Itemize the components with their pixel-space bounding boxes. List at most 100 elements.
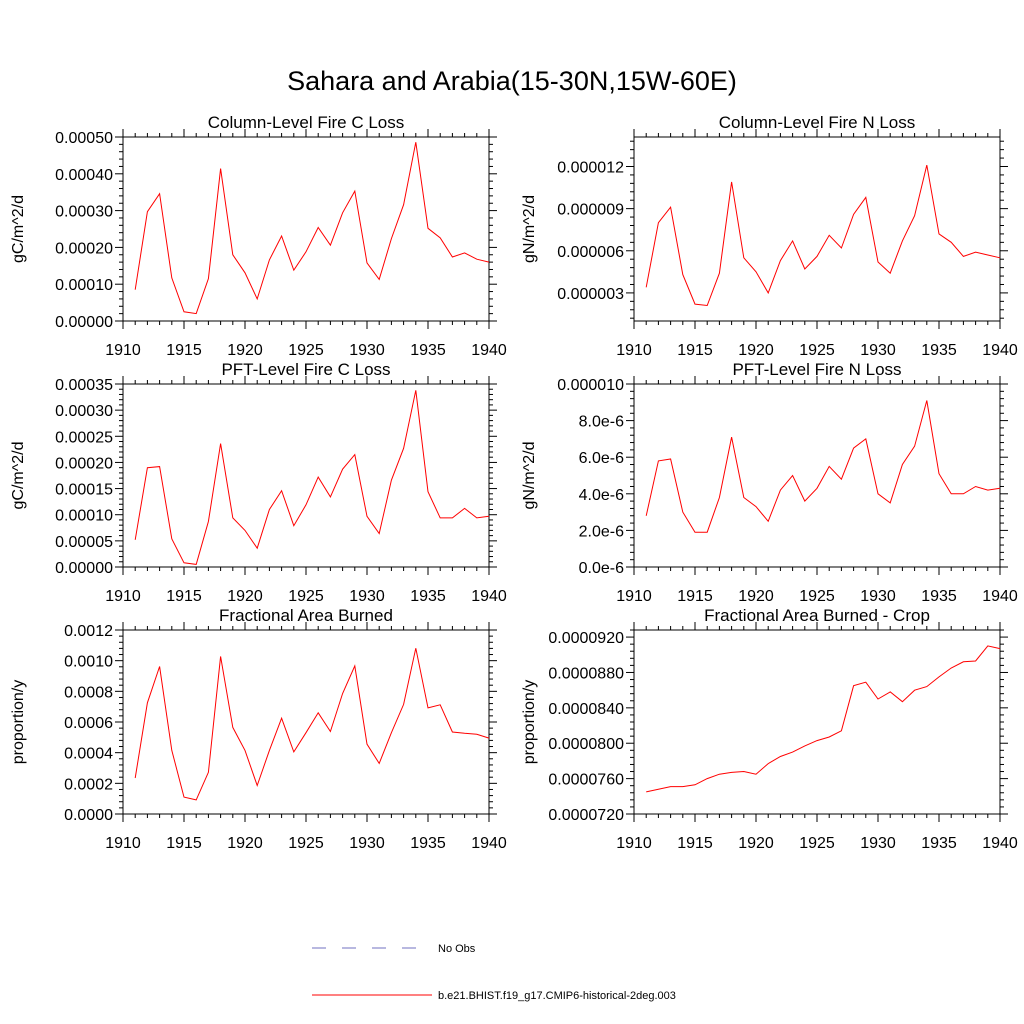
- x-tick-label: 1915: [677, 835, 713, 852]
- series-line: [645, 400, 1001, 533]
- panel-grid: Column-Level Fire C Loss gC/m^2/d 1910 1915…: [10, 113, 1018, 852]
- x-tick-label: 1925: [288, 588, 324, 605]
- chart-panel: PFT-Level Fire C Loss gC/m^2/d 1910 1915 192…: [10, 360, 507, 605]
- series-line: [134, 390, 490, 565]
- x-tick-label: 1940: [982, 588, 1018, 605]
- panel-title: Fractional Area Burned: [219, 606, 393, 625]
- chart-panel: PFT-Level Fire N Loss gN/m^2/d 1910 1915 192…: [521, 360, 1018, 605]
- x-tick-label: 1925: [799, 588, 835, 605]
- x-tick-label: 1940: [471, 588, 507, 605]
- x-tick-label: 1915: [166, 342, 202, 359]
- plot-frame: [122, 383, 490, 568]
- y-tick-label: 6.0e-6: [579, 450, 624, 467]
- series-line: [134, 142, 490, 315]
- plot-frame: [633, 383, 1001, 568]
- y-tick-label: 0.00005: [55, 534, 113, 551]
- y-tick-label: 0.00035: [55, 377, 113, 394]
- x-tick-label: 1935: [921, 588, 957, 605]
- y-tick-label: 0.000010: [557, 377, 624, 394]
- x-tick-label: 1930: [349, 342, 385, 359]
- y-axis-label: proportion/y: [521, 680, 538, 765]
- x-tick-label: 1935: [410, 342, 446, 359]
- legend-label-model: b.e21.BHIST.f19_g17.CMIP6-historical-2de…: [438, 990, 676, 1002]
- x-tick-label: 1930: [349, 835, 385, 852]
- x-tick-label: 1910: [616, 342, 652, 359]
- y-axis-label: gC/m^2/d: [10, 442, 27, 510]
- y-tick-label: 0.0000840: [548, 701, 624, 718]
- x-tick-label: 1935: [921, 835, 957, 852]
- y-tick-label: 0.00000: [55, 560, 113, 577]
- legend: No Obs b.e21.BHIST.f19_g17.CMIP6-histori…: [312, 943, 676, 1002]
- x-tick-label: 1925: [799, 342, 835, 359]
- panel-title: Fractional Area Burned - Crop: [704, 606, 930, 625]
- plot-frame: [633, 136, 1001, 322]
- y-tick-label: 0.00030: [55, 204, 113, 221]
- y-tick-label: 0.0008: [64, 684, 113, 701]
- x-tick-label: 1920: [227, 588, 263, 605]
- y-tick-label: 0.0002: [64, 776, 113, 793]
- x-tick-label: 1920: [227, 835, 263, 852]
- x-tick-label: 1940: [982, 835, 1018, 852]
- y-tick-label: 0.0004: [64, 746, 113, 763]
- y-tick-label: 0.00050: [55, 130, 113, 147]
- y-tick-label: 2.0e-6: [579, 523, 624, 540]
- x-tick-label: 1915: [677, 588, 713, 605]
- x-tick-label: 1910: [616, 588, 652, 605]
- x-tick-label: 1940: [982, 342, 1018, 359]
- x-tick-label: 1910: [616, 835, 652, 852]
- y-tick-label: 0.0e-6: [579, 560, 624, 577]
- x-tick-label: 1910: [105, 835, 141, 852]
- panel-title: Column-Level Fire N Loss: [719, 113, 916, 132]
- x-tick-label: 1925: [799, 835, 835, 852]
- series-line: [646, 645, 1001, 793]
- x-tick-label: 1930: [860, 588, 896, 605]
- y-tick-label: 0.0006: [64, 715, 113, 732]
- y-tick-label: 0.00030: [55, 403, 113, 420]
- y-axis-label: gN/m^2/d: [521, 195, 538, 263]
- plot-frame: [122, 629, 490, 815]
- x-tick-label: 1940: [471, 835, 507, 852]
- x-tick-label: 1920: [738, 588, 774, 605]
- y-tick-label: 0.000012: [557, 159, 624, 176]
- y-tick-label: 0.00025: [55, 429, 113, 446]
- y-axis-label: gC/m^2/d: [10, 195, 27, 263]
- y-tick-label: 0.0000880: [548, 665, 624, 682]
- x-tick-label: 1915: [166, 835, 202, 852]
- chart-panel: Fractional Area Burned - Crop proportion/…: [521, 606, 1018, 852]
- y-tick-label: 0.000009: [557, 202, 624, 219]
- x-tick-label: 1920: [738, 342, 774, 359]
- x-tick-label: 1920: [227, 342, 263, 359]
- y-axis-label: gN/m^2/d: [521, 442, 538, 510]
- x-tick-label: 1910: [105, 342, 141, 359]
- x-tick-label: 1925: [288, 835, 324, 852]
- plot-frame: [633, 629, 1001, 815]
- y-tick-label: 0.00040: [55, 167, 113, 184]
- y-axis-label: proportion/y: [10, 680, 27, 765]
- y-tick-label: 0.0000720: [548, 807, 624, 824]
- figure-title: Sahara and Arabia(15-30N,15W-60E): [287, 66, 737, 96]
- x-tick-label: 1935: [921, 342, 957, 359]
- y-tick-label: 0.0000920: [548, 630, 624, 647]
- series-line: [134, 648, 490, 801]
- y-tick-label: 0.000006: [557, 244, 624, 261]
- y-tick-label: 0.00010: [55, 277, 113, 294]
- y-tick-label: 0.0000: [64, 807, 113, 824]
- series-line: [645, 164, 1001, 307]
- x-tick-label: 1915: [677, 342, 713, 359]
- y-tick-label: 0.00015: [55, 482, 113, 499]
- x-tick-label: 1920: [738, 835, 774, 852]
- y-tick-label: 0.00020: [55, 240, 113, 257]
- y-tick-label: 0.0000800: [548, 736, 624, 753]
- panel-title: Column-Level Fire C Loss: [208, 113, 405, 132]
- x-tick-label: 1935: [410, 835, 446, 852]
- y-tick-label: 0.0010: [64, 654, 113, 671]
- legend-label-no-obs: No Obs: [438, 943, 476, 955]
- x-tick-label: 1930: [349, 588, 385, 605]
- chart-panel: Fractional Area Burned proportion/y 1910 19…: [10, 606, 507, 852]
- y-tick-label: 4.0e-6: [579, 487, 624, 504]
- x-tick-label: 1935: [410, 588, 446, 605]
- x-tick-label: 1915: [166, 588, 202, 605]
- panel-title: PFT-Level Fire N Loss: [732, 360, 901, 379]
- y-tick-label: 8.0e-6: [579, 414, 624, 431]
